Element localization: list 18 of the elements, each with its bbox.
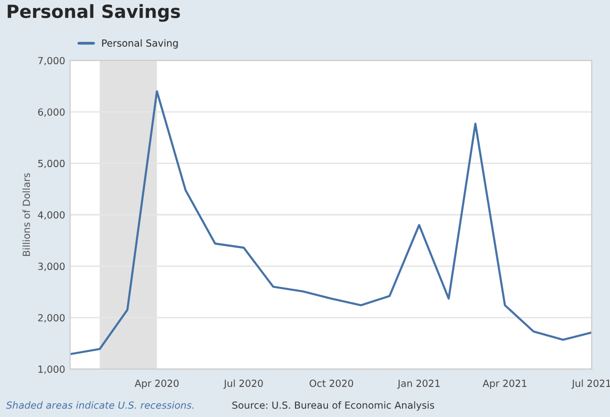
y-tick-label: 3,000 xyxy=(38,262,65,272)
y-tick-label: 5,000 xyxy=(38,160,65,168)
y-tick-label: 6,000 xyxy=(38,108,65,117)
y-axis-title: Billions of Dollars xyxy=(22,173,30,256)
y-tick-label: 7,000 xyxy=(38,56,65,66)
text: Shaded areas indicate U.S. recessions. xyxy=(6,401,194,409)
chart-title: Personal Savings xyxy=(8,4,180,22)
x-tick-label: Oct 2020 xyxy=(310,380,354,387)
source-note: Source: U.S. Bureau of Economic Analysis xyxy=(232,401,434,411)
x-tick-label: Apr 2020 xyxy=(134,380,179,389)
y-tick-label: 4,000 xyxy=(38,211,65,220)
legend-label: Personal Saving xyxy=(102,39,178,49)
x-tick-label: Jan 2021 xyxy=(397,380,440,389)
y-tick-label: 1,000 xyxy=(38,366,65,374)
x-tick-label: Apr 2021 xyxy=(482,380,526,389)
y-tick-label: 2,000 xyxy=(38,314,65,322)
x-tick-label: Jul 2020 xyxy=(223,379,263,389)
line-series xyxy=(70,90,592,356)
